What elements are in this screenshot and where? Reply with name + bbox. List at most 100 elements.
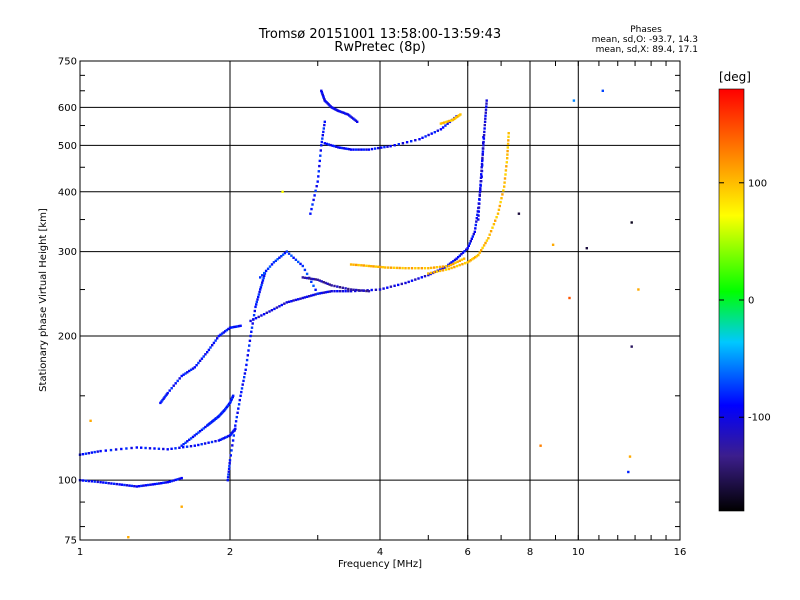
data-point bbox=[186, 440, 189, 443]
data-point bbox=[303, 276, 307, 279]
data-point bbox=[200, 443, 203, 446]
data-point bbox=[273, 307, 276, 311]
data-point bbox=[479, 183, 482, 186]
y-tick-label: 75 bbox=[64, 536, 77, 547]
data-point bbox=[87, 479, 90, 483]
data-point bbox=[120, 447, 123, 451]
data-point bbox=[163, 396, 166, 399]
data-point bbox=[125, 447, 128, 450]
data-point bbox=[468, 260, 471, 263]
data-point bbox=[128, 484, 131, 487]
data-point bbox=[455, 264, 459, 268]
data-point bbox=[184, 372, 187, 375]
data-point bbox=[176, 478, 179, 481]
data-point bbox=[479, 187, 482, 190]
data-point bbox=[104, 481, 108, 484]
data-point bbox=[378, 288, 382, 291]
colorbar-tick-label: 0 bbox=[748, 296, 754, 307]
data-point bbox=[404, 281, 407, 285]
data-point bbox=[236, 411, 239, 414]
data-point bbox=[499, 200, 502, 204]
data-point bbox=[367, 148, 371, 151]
data-point bbox=[333, 290, 336, 293]
data-point bbox=[170, 447, 173, 450]
data-point bbox=[226, 476, 230, 479]
data-point bbox=[355, 148, 358, 151]
data-point bbox=[281, 190, 284, 193]
data-point bbox=[484, 117, 487, 120]
data-point bbox=[245, 363, 248, 367]
data-point bbox=[220, 332, 224, 335]
data-point bbox=[207, 348, 211, 352]
data-point bbox=[484, 241, 487, 245]
data-point bbox=[109, 448, 113, 452]
data-point bbox=[207, 441, 210, 444]
data-point bbox=[93, 450, 96, 454]
data-point bbox=[460, 258, 464, 261]
data-point bbox=[480, 166, 483, 169]
data-point bbox=[185, 445, 189, 448]
x-axis-ticks: 1 2 4 6 8 10 16 bbox=[77, 61, 686, 558]
data-point bbox=[186, 371, 189, 374]
data-point bbox=[250, 330, 253, 333]
data-point bbox=[90, 480, 93, 483]
data-point bbox=[234, 420, 238, 423]
data-point bbox=[404, 267, 407, 270]
data-point bbox=[479, 180, 482, 183]
data-point bbox=[365, 264, 368, 267]
data-point bbox=[495, 216, 498, 219]
data-point bbox=[478, 251, 481, 254]
data-point bbox=[162, 447, 165, 451]
data-point bbox=[360, 264, 363, 267]
data-point bbox=[197, 443, 200, 447]
data-point bbox=[496, 212, 500, 215]
data-point bbox=[372, 265, 375, 268]
data-point bbox=[479, 176, 483, 179]
data-point bbox=[444, 120, 448, 124]
data-point bbox=[439, 122, 443, 125]
data-point bbox=[324, 281, 327, 285]
data-point bbox=[459, 113, 462, 116]
data-point bbox=[448, 119, 451, 123]
data-point bbox=[135, 446, 138, 449]
data-point bbox=[357, 148, 360, 151]
data-point bbox=[301, 296, 304, 300]
data-point bbox=[99, 481, 102, 484]
x-tick-label: 2 bbox=[227, 547, 233, 558]
data-point bbox=[318, 279, 321, 282]
data-point bbox=[331, 144, 334, 147]
data-point bbox=[195, 432, 198, 436]
data-point bbox=[250, 326, 254, 329]
data-point bbox=[362, 148, 365, 151]
data-point bbox=[430, 266, 433, 270]
data-point bbox=[254, 317, 258, 320]
data-point bbox=[239, 324, 242, 327]
data-point bbox=[251, 322, 254, 325]
data-point bbox=[323, 120, 326, 123]
data-point bbox=[153, 447, 156, 450]
data-point bbox=[381, 266, 385, 269]
data-point bbox=[290, 254, 293, 257]
data-point bbox=[233, 429, 236, 432]
x-tick-label: 8 bbox=[527, 547, 533, 558]
data-point bbox=[461, 263, 464, 266]
data-point bbox=[165, 393, 168, 396]
data-point bbox=[240, 387, 244, 390]
data-point bbox=[127, 536, 130, 539]
data-point bbox=[487, 237, 490, 240]
data-point bbox=[89, 419, 92, 422]
data-point bbox=[323, 98, 326, 101]
data-point bbox=[280, 255, 283, 258]
colorbar-tick-label: -100 bbox=[748, 413, 771, 424]
data-point bbox=[481, 246, 484, 250]
data-point bbox=[310, 277, 313, 280]
data-point bbox=[444, 265, 448, 268]
data-point bbox=[379, 265, 382, 269]
colorbar: [deg] 100 0 -100 bbox=[718, 70, 771, 512]
data-point bbox=[473, 230, 476, 233]
data-point bbox=[336, 285, 339, 288]
data-point bbox=[483, 120, 487, 123]
data-point bbox=[505, 161, 508, 164]
data-point bbox=[153, 482, 157, 486]
data-point bbox=[292, 256, 295, 259]
